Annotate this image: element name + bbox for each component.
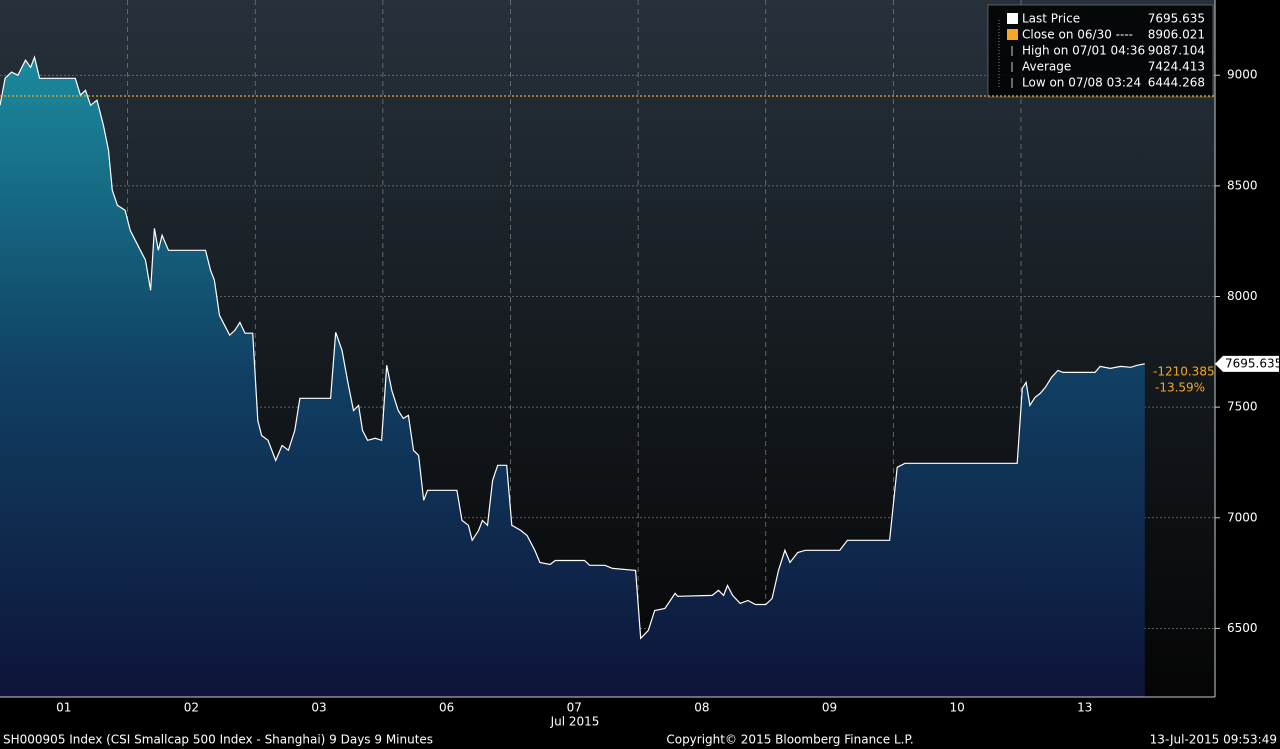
x-tick-label: 08	[694, 701, 709, 715]
legend-value: 7424.413	[1148, 60, 1205, 74]
legend-value: 8906.021	[1148, 28, 1205, 42]
footer-copyright: Copyright© 2015 Bloomberg Finance L.P.	[666, 733, 913, 747]
legend-icon	[1007, 29, 1018, 40]
y-tick-label: 8500	[1227, 178, 1258, 192]
y-tick-label: 7000	[1227, 510, 1258, 524]
footer-date: 13-Jul-2015 09:53:49	[1150, 733, 1277, 747]
x-tick-label: 03	[311, 701, 326, 715]
area-fill	[0, 57, 1145, 698]
legend-value: 6444.268	[1148, 76, 1205, 90]
legend-box	[987, 4, 1214, 98]
footer-left: SH000905 Index (CSI Smallcap 500 Index -…	[3, 733, 433, 747]
x-tick-label: 06	[439, 701, 454, 715]
legend-label: Last Price	[1022, 12, 1080, 26]
x-tick-label: 07	[567, 701, 582, 715]
x-tick-label: 10	[950, 701, 965, 715]
legend-label: High on 07/01 04:36	[1022, 44, 1145, 58]
y-tick-label: 8000	[1227, 289, 1258, 303]
change-pct-label: -13.59%	[1155, 380, 1205, 394]
legend-icon	[1007, 13, 1018, 24]
x-tick-label: 13	[1077, 701, 1092, 715]
y-tick-label: 9000	[1227, 68, 1258, 82]
y-tick-label: 6500	[1227, 621, 1258, 635]
y-tick-label: 7500	[1227, 400, 1258, 414]
x-tick-label: 09	[822, 701, 837, 715]
legend-value: 7695.635	[1148, 12, 1205, 26]
last-price-label: 7695.635	[1225, 356, 1280, 370]
last-price-tag	[1215, 355, 1279, 372]
x-tick-label: 02	[184, 701, 199, 715]
legend-label: Low on 07/08 03:24	[1022, 76, 1141, 90]
legend-label: Average	[1022, 60, 1071, 74]
legend-value: 9087.104	[1148, 44, 1205, 58]
change-label: -1210.385	[1153, 364, 1215, 378]
legend-label: Close on 06/30 ----	[1022, 28, 1133, 42]
x-tick-label: 01	[56, 701, 71, 715]
x-axis-title: Jul 2015	[550, 715, 600, 729]
price-line	[0, 55, 1145, 640]
